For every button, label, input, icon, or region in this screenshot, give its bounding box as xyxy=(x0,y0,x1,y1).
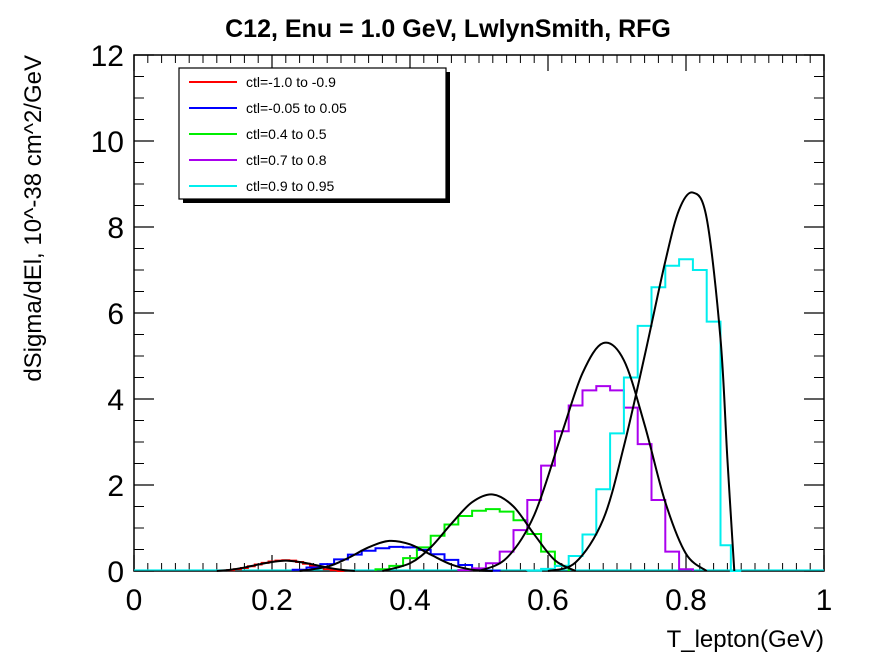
y-tick-label: 6 xyxy=(107,298,124,331)
x-tick-label: 0.4 xyxy=(389,584,431,617)
histogram-series xyxy=(374,508,570,571)
chart-title: C12, Enu = 1.0 GeV, LwlynSmith, RFG xyxy=(225,15,671,43)
legend-label: ctl=0.9 to 0.95 xyxy=(246,178,335,194)
y-tick-label: 4 xyxy=(107,384,124,417)
y-tick-label: 2 xyxy=(107,470,124,503)
fit-curve xyxy=(299,539,493,572)
legend-label: ctl=0.4 to 0.5 xyxy=(246,126,327,142)
x-tick-label: 0 xyxy=(126,584,143,617)
fit-curve xyxy=(382,493,577,572)
legend-label: ctl=-1.0 to -0.9 xyxy=(246,74,336,90)
y-tick-label: 12 xyxy=(91,40,124,73)
y-tick-label: 10 xyxy=(91,126,124,159)
legend-label: ctl=-0.05 to 0.05 xyxy=(246,100,347,116)
fit-curve xyxy=(478,341,708,572)
x-axis-label: T_lepton(GeV) xyxy=(667,626,824,653)
fit-curve xyxy=(547,191,736,572)
x-tick-label: 0.8 xyxy=(665,584,707,617)
histogram-series xyxy=(526,258,742,572)
x-tick-label: 0.6 xyxy=(527,584,569,617)
series-layer xyxy=(134,191,824,572)
legend: ctl=-1.0 to -0.9 ctl=-0.05 to 0.05 ctl=0.4… xyxy=(178,67,450,203)
y-axis-label: dSigma/dEl, 10^-38 cm^2/GeV xyxy=(20,55,47,382)
y-tick-label: 8 xyxy=(107,212,124,245)
fit-curve xyxy=(216,559,355,572)
y-tick-label: 0 xyxy=(107,556,124,589)
histogram-series xyxy=(291,545,501,572)
legend-label: ctl=0.7 to 0.8 xyxy=(246,152,327,168)
x-tick-label: 0.2 xyxy=(251,584,293,617)
histogram-series xyxy=(457,385,694,572)
x-tick-label: 1 xyxy=(816,584,833,617)
